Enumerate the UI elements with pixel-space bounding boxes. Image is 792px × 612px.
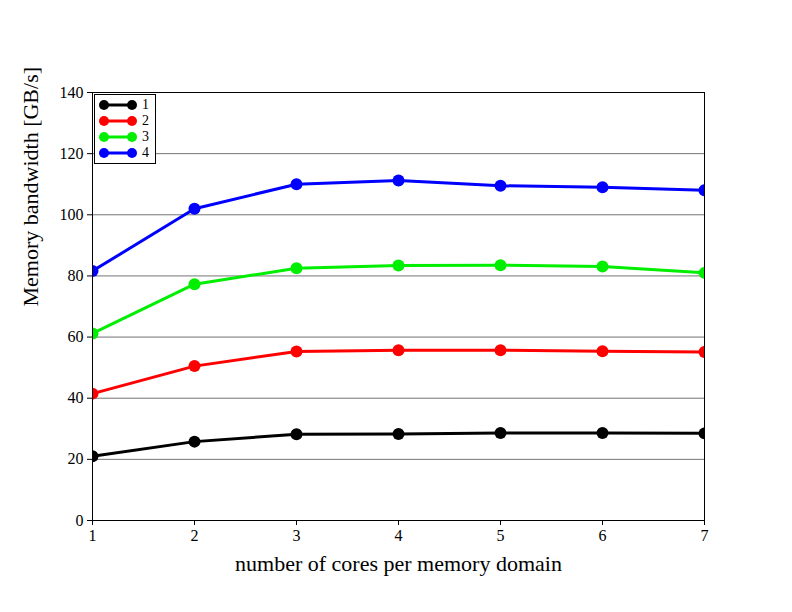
- svg-text:1: 1: [89, 527, 97, 544]
- svg-text:140: 140: [60, 84, 84, 101]
- svg-text:2: 2: [191, 527, 199, 544]
- svg-text:7: 7: [701, 527, 709, 544]
- html-text:4: 4: [142, 145, 149, 160]
- svg-text:100: 100: [60, 206, 84, 223]
- svg-text:0: 0: [76, 512, 84, 529]
- svg-text:60: 60: [68, 328, 84, 345]
- svg-text:3: 3: [293, 527, 301, 544]
- svg-text:20: 20: [68, 450, 84, 467]
- html-text:2: 2: [142, 113, 149, 128]
- html-text:3: 3: [142, 129, 149, 144]
- html-text:1: 1: [142, 97, 149, 112]
- svg-text:80: 80: [68, 267, 84, 284]
- svg-text:Memory bandwidth [GB/s]: Memory bandwidth [GB/s]: [18, 67, 43, 307]
- svg-text:40: 40: [68, 389, 84, 406]
- svg-text:5: 5: [497, 527, 505, 544]
- svg-text:120: 120: [60, 145, 84, 162]
- svg-text:number of cores per memory dom: number of cores per memory domain: [235, 551, 562, 576]
- svg-text:6: 6: [599, 527, 607, 544]
- svg-text:4: 4: [395, 527, 403, 544]
